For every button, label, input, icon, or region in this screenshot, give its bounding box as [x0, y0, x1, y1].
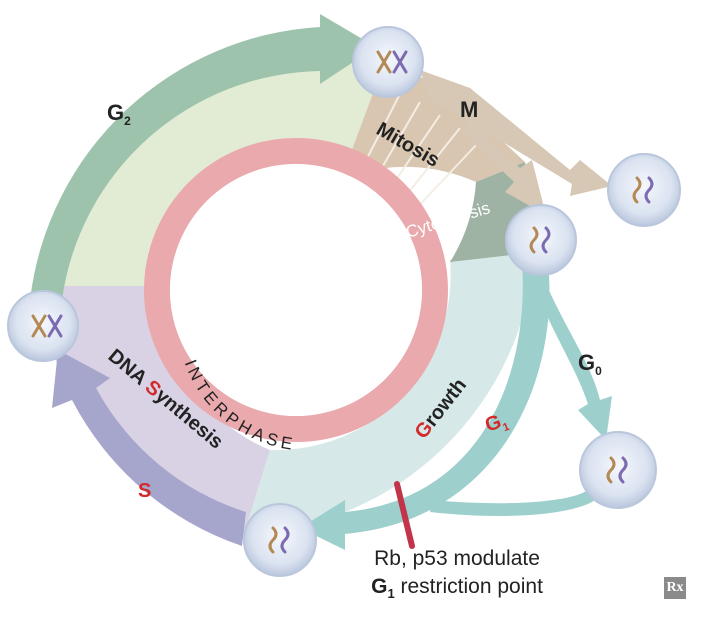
g2-arrow — [30, 14, 376, 300]
restriction-point-caption: Rb, p53 modulate G1 restriction point — [352, 546, 562, 609]
cell-bottom-g1 — [243, 503, 317, 577]
restriction-point-mark — [394, 481, 415, 549]
g2-label: G2 — [107, 100, 131, 128]
g0-return — [430, 488, 600, 516]
g1-arrow — [300, 262, 550, 550]
cell-m-daughter — [607, 153, 681, 227]
s-arrow — [52, 350, 246, 546]
interphase-ring — [144, 138, 448, 442]
m-arrow-branch — [462, 120, 546, 215]
s-label: S — [138, 480, 151, 502]
g0-arrow — [530, 270, 612, 440]
g1-label: G1 — [482, 409, 511, 440]
m-label: M — [460, 97, 478, 122]
restriction-caption-line2: G1 restriction point — [371, 575, 543, 602]
cell-left-s-end — [7, 290, 79, 362]
cell-g0 — [579, 431, 657, 509]
m-arrow — [420, 70, 612, 196]
rx-logo: Rx — [664, 577, 686, 599]
inner-hole — [170, 164, 422, 416]
g0-label: G0 — [578, 350, 602, 378]
s-sector — [36, 286, 270, 534]
g1-sector — [244, 250, 535, 534]
restriction-caption-line1: Rb, p53 modulate — [374, 547, 540, 570]
cell-top-g2-end — [352, 26, 424, 98]
cell-cytokinesis-daughter — [505, 204, 577, 276]
